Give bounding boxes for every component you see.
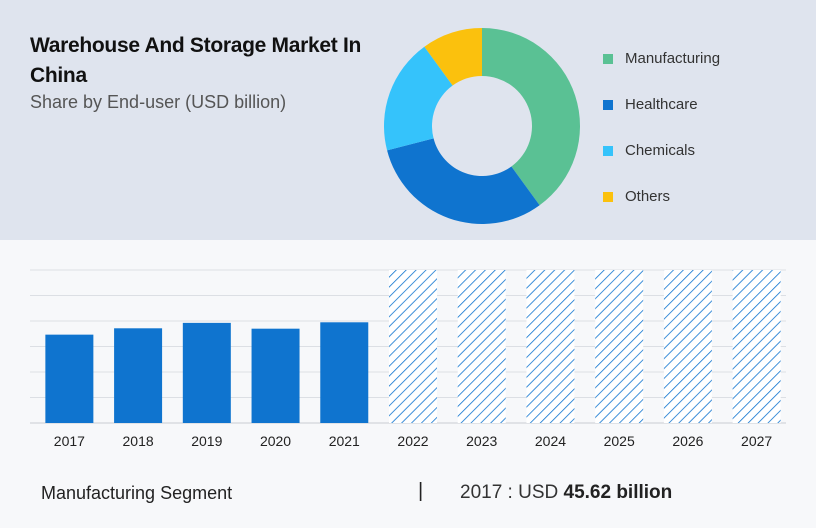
x-tick-label: 2017: [54, 433, 85, 449]
forecast-bar-2023: [457, 270, 506, 423]
donut-chart: [384, 28, 580, 224]
forecast-bar-2026: [663, 270, 712, 423]
bar-chart: 2017 2018 2019 2020 2021 2022 2023 2024 2025 2026…: [30, 269, 786, 449]
segment-year-prefix: 2017 : USD: [460, 482, 564, 503]
legend-label: Manufacturing: [625, 50, 721, 67]
header-panel: Warehouse And Storage Market In China Sh…: [0, 0, 816, 240]
legend-swatch: [603, 192, 613, 202]
x-tick-label: 2023: [466, 433, 497, 449]
forecast-bar-2025: [595, 270, 644, 423]
segment-value: 2017 : USD 45.62 billion: [460, 482, 672, 504]
footer-separator: |: [418, 480, 424, 502]
legend-swatch: [603, 100, 613, 110]
legend-swatch: [603, 54, 613, 64]
donut-slice-others: [424, 28, 482, 86]
x-tick-label: 2021: [329, 433, 360, 449]
bar-2019: [182, 322, 231, 423]
x-tick-label: 2019: [191, 433, 222, 449]
donut-slice-healthcare: [387, 138, 540, 224]
legend-label: Others: [625, 188, 671, 205]
forecast-bar-2024: [526, 270, 575, 423]
forecast-bar-2027: [732, 270, 781, 423]
x-tick-label: 2024: [535, 433, 566, 449]
x-tick-label: 2025: [604, 433, 635, 449]
bar-2017: [45, 334, 94, 423]
x-tick-label: 2022: [397, 433, 428, 449]
donut-slice-manufacturing: [482, 28, 580, 206]
bar-2020: [251, 328, 300, 423]
legend-swatch: [603, 146, 613, 156]
legend-label: Chemicals: [625, 142, 696, 159]
donut-slice-chemicals: [384, 46, 453, 151]
segment-value-text: 45.62 billion: [563, 482, 673, 503]
chart-title: Warehouse And Storage Market In China: [30, 34, 362, 87]
bar-2018: [114, 328, 163, 423]
segment-label: Manufacturing Segment: [41, 483, 233, 503]
x-tick-label: 2020: [260, 433, 291, 449]
chart-subtitle: Share by End-user (USD billion): [30, 92, 287, 112]
legend-label: Healthcare: [625, 96, 698, 113]
forecast-bar-2022: [389, 270, 437, 423]
x-tick-label: 2027: [741, 433, 772, 449]
bar-2021: [320, 322, 369, 423]
x-tick-label: 2018: [123, 433, 154, 449]
x-tick-label: 2026: [672, 433, 703, 449]
